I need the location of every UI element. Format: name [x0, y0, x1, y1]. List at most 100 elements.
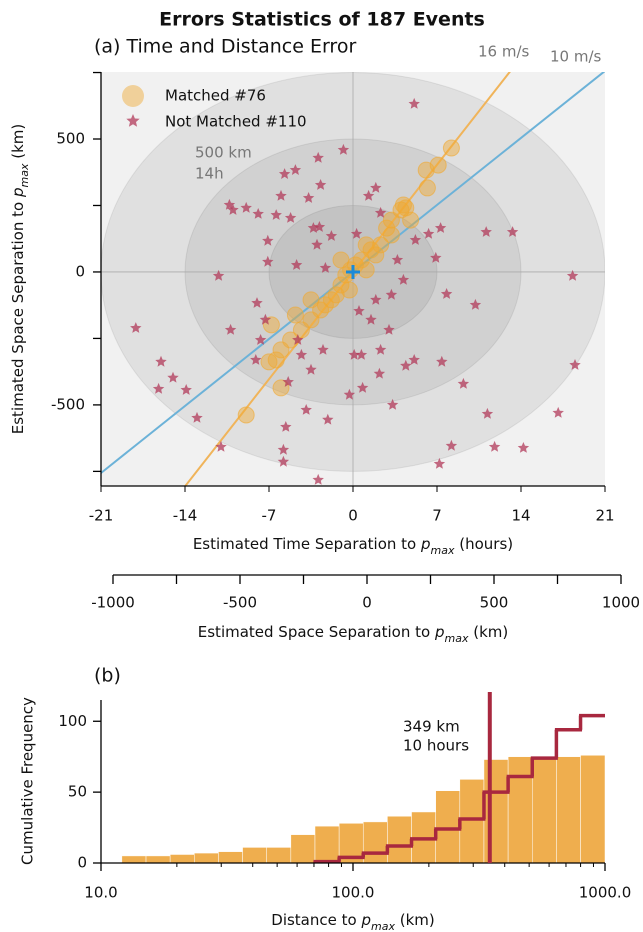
plot-area-a: [101, 72, 605, 486]
matched-point: [382, 226, 400, 244]
x-axis-title-part: (hours): [455, 535, 514, 553]
unmatched-point: [397, 273, 410, 285]
unmatched-point: [292, 334, 304, 345]
legend-marker: [126, 114, 140, 127]
x2-axis-title-part: max: [444, 632, 468, 645]
hist-bar: [266, 847, 292, 863]
unmatched-point: [152, 382, 165, 394]
unmatched-point: [270, 209, 282, 220]
matched-point: [382, 211, 400, 229]
unmatched-point: [552, 406, 564, 418]
unmatched-point: [227, 204, 239, 215]
y-axis-title-part: p: [9, 188, 27, 199]
hist-bar: [580, 755, 605, 863]
x2-axis-title-part: Estimated Space Separation to: [198, 623, 435, 641]
hist-bar: [531, 756, 557, 863]
y-tick-label: 50: [68, 783, 87, 801]
unmatched-point: [289, 164, 302, 175]
unmatched-point: [569, 359, 581, 370]
unmatched-point: [409, 234, 422, 245]
y-axis-title-part: (km): [9, 124, 27, 164]
unmatched-point: [433, 457, 446, 469]
unmatched-point: [386, 398, 399, 410]
unmatched-point: [280, 421, 292, 432]
hist-bar: [218, 851, 243, 863]
unmatched-point: [295, 348, 308, 360]
x2-axis-title: Estimated Space Separation to pmax (km): [198, 623, 508, 645]
matched-point: [418, 179, 436, 197]
unmatched-point: [348, 348, 360, 360]
unmatched-point: [373, 367, 386, 379]
x2-axis-title-part: (km): [468, 623, 508, 641]
hist-bar: [290, 834, 316, 863]
y-tick-label: -500: [51, 395, 85, 413]
unmatched-point: [343, 388, 356, 400]
hist-bar: [362, 821, 388, 863]
hist-bar: [145, 855, 171, 863]
unmatched-point: [374, 343, 387, 355]
unmatched-point: [353, 305, 365, 316]
unmatched-point: [155, 355, 167, 367]
x2-axis-title-part: p: [434, 623, 445, 641]
unmatched-point: [481, 407, 494, 419]
ellipse-label: 14h: [195, 165, 224, 183]
unmatched-point: [223, 198, 236, 210]
unmatched-point: [224, 323, 237, 335]
x2-tick-label: 1000: [602, 594, 640, 612]
panel-a-title: (a) Time and Distance Error: [94, 36, 356, 58]
matched-point: [402, 211, 420, 229]
figure-title: Errors Statistics of 187 Events: [159, 9, 485, 31]
speed-label: 10 m/s: [550, 48, 602, 66]
hist-bar: [459, 779, 485, 863]
matched-point: [417, 161, 435, 179]
ellipse-label: 500 km: [195, 144, 252, 162]
hist-bar: [387, 815, 412, 863]
hist-bar: [483, 759, 509, 863]
vline-label: 10 hours: [403, 737, 469, 755]
unmatched-point: [440, 288, 453, 299]
hist-bar: [121, 855, 147, 863]
legend-label: Not Matched #110: [165, 113, 307, 131]
hist-bar: [556, 756, 581, 863]
unmatched-point: [408, 97, 420, 109]
unmatched-point: [370, 293, 382, 305]
unmatched-point: [251, 297, 263, 308]
matched-point: [327, 286, 345, 304]
unmatched-point: [312, 473, 324, 485]
unmatched-point: [517, 442, 530, 453]
hist-bar: [169, 854, 195, 863]
x2-tick-label: 500: [480, 594, 509, 612]
unmatched-point: [408, 354, 420, 365]
unmatched-point: [277, 443, 290, 455]
x2-tick-label: 0: [362, 594, 372, 612]
x-tick-label: 21: [595, 507, 614, 525]
matched-point: [357, 261, 375, 279]
unmatched-point: [282, 376, 294, 387]
unmatched-point: [325, 230, 338, 241]
y-tick-label: 0: [75, 262, 85, 280]
hist-bar: [314, 825, 340, 863]
unmatched-point: [240, 201, 252, 213]
unmatched-point: [167, 371, 179, 383]
unmatched-point: [275, 189, 287, 201]
unmatched-point: [313, 221, 326, 232]
unmatched-point: [254, 334, 267, 345]
y-tick-label: 500: [56, 130, 85, 148]
x-tick-label: 7: [432, 507, 442, 525]
unmatched-point: [317, 343, 329, 355]
unmatched-point: [445, 439, 458, 451]
x-axis-title-part: p: [420, 535, 431, 553]
matched-point: [267, 351, 285, 369]
unmatched-point: [252, 208, 264, 219]
matched-point: [357, 236, 375, 254]
matched-point: [272, 379, 290, 397]
y-axis-title-part: max: [18, 163, 31, 187]
x-tick-label: 100.0: [332, 884, 375, 902]
y-axis-title: Cumulative Frequency: [19, 697, 37, 865]
unmatched-point: [212, 269, 225, 281]
x-tick-label: -14: [173, 507, 198, 525]
hist-bar: [507, 756, 533, 863]
x-tick-label: 10.0: [84, 884, 117, 902]
unmatched-point: [430, 251, 442, 263]
unmatched-point: [457, 377, 470, 389]
